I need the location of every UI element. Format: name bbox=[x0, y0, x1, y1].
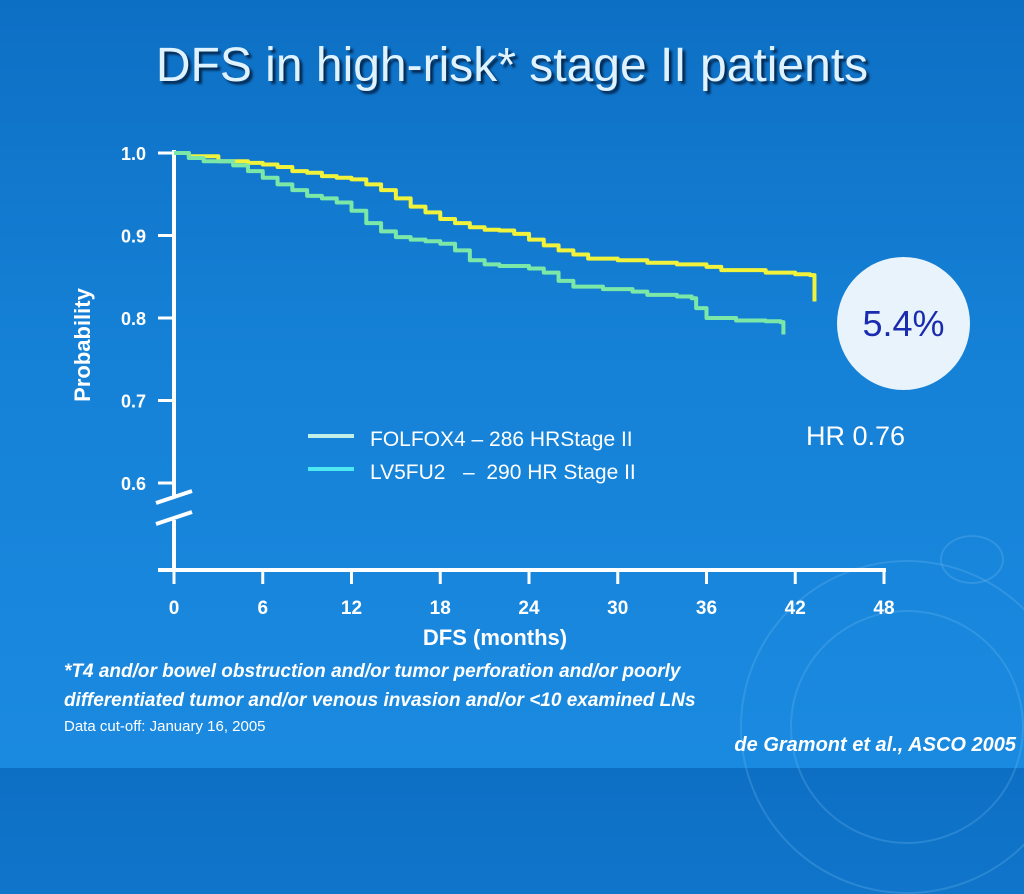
y-axis-label: Probability bbox=[70, 287, 95, 401]
footnote-line-1: *T4 and/or bowel obstruction and/or tumo… bbox=[64, 661, 681, 682]
x-tick-label: 6 bbox=[257, 598, 268, 619]
difference-callout-value: 5.4% bbox=[862, 302, 945, 344]
y-tick-label: 1.0 bbox=[121, 144, 146, 164]
x-tick-label: 36 bbox=[696, 598, 717, 619]
difference-callout-bubble: 5.4% bbox=[837, 257, 970, 390]
axis-break-mark bbox=[155, 489, 193, 505]
legend-label-lv5fu2: LV5FU2 – 290 HR Stage II bbox=[370, 461, 636, 484]
x-axis-label: DFS (months) bbox=[423, 625, 567, 650]
y-tick-label: 0.6 bbox=[121, 474, 146, 494]
legend-label-folfox4: FOLFOX4 – 286 HRStage II bbox=[370, 428, 633, 451]
citation: de Gramont et al., ASCO 2005 bbox=[734, 734, 1016, 756]
km-chart: 0.6 0.7 0.8 0.9 1.0 0 6 12 18 24 30 36 42 48 Probabi… bbox=[70, 144, 894, 650]
axis-break-mark bbox=[155, 510, 193, 526]
slide-title: DFS in high-risk* stage II patients bbox=[155, 39, 869, 92]
x-tick-label: 12 bbox=[341, 598, 362, 619]
series-line-folfox4 bbox=[174, 151, 817, 302]
footnote-line-2: differentiated tumor and/or venous invas… bbox=[64, 690, 696, 711]
x-tick-label: 48 bbox=[873, 598, 894, 619]
decorative-ripple bbox=[940, 535, 1004, 584]
x-tick-label: 18 bbox=[430, 598, 451, 619]
x-tick-label: 42 bbox=[785, 598, 806, 619]
footnote: *T4 and/or bowel obstruction and/or tumo… bbox=[64, 657, 964, 715]
x-tick-label: 30 bbox=[607, 598, 628, 619]
data-cutoff-note: Data cut-off: January 16, 2005 bbox=[64, 718, 266, 735]
x-tick-label: 24 bbox=[518, 598, 540, 619]
y-tick-label: 0.9 bbox=[121, 227, 146, 247]
hazard-ratio-text: HR 0.76 bbox=[806, 421, 906, 451]
y-tick-label: 0.7 bbox=[121, 392, 146, 412]
y-tick-label: 0.8 bbox=[121, 309, 146, 329]
series-line-lv5fu2 bbox=[174, 151, 786, 335]
x-tick-label: 0 bbox=[169, 598, 180, 619]
